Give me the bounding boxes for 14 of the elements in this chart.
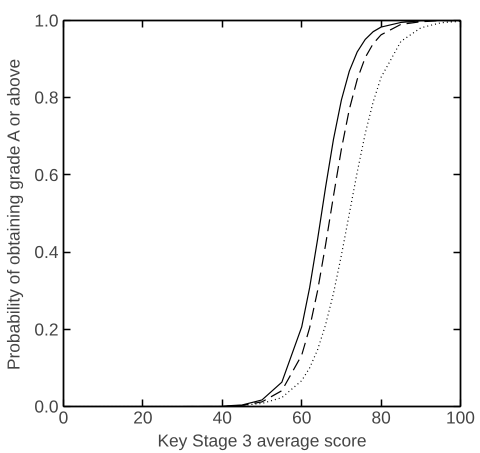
- x-tick-label: 40: [212, 408, 232, 428]
- x-axis-title: Key Stage 3 average score: [157, 430, 367, 450]
- y-tick-label: 0.2: [34, 319, 59, 340]
- x-tick-label: 60: [292, 408, 312, 428]
- x-tick-label: 0: [58, 408, 68, 428]
- y-tick-label: 0.6: [34, 164, 59, 185]
- x-tick-label: 80: [371, 408, 391, 428]
- y-axis-title: Probability of obtaining grade A or above: [3, 58, 24, 370]
- x-tick-label: 20: [133, 408, 153, 428]
- y-tick-label: 0.8: [34, 88, 59, 108]
- y-tick-label: 0.0: [34, 396, 59, 416]
- x-tick-label: 100: [446, 408, 475, 428]
- y-tick-label: 1.0: [34, 10, 59, 30]
- y-tick-label: 0.4: [34, 242, 59, 262]
